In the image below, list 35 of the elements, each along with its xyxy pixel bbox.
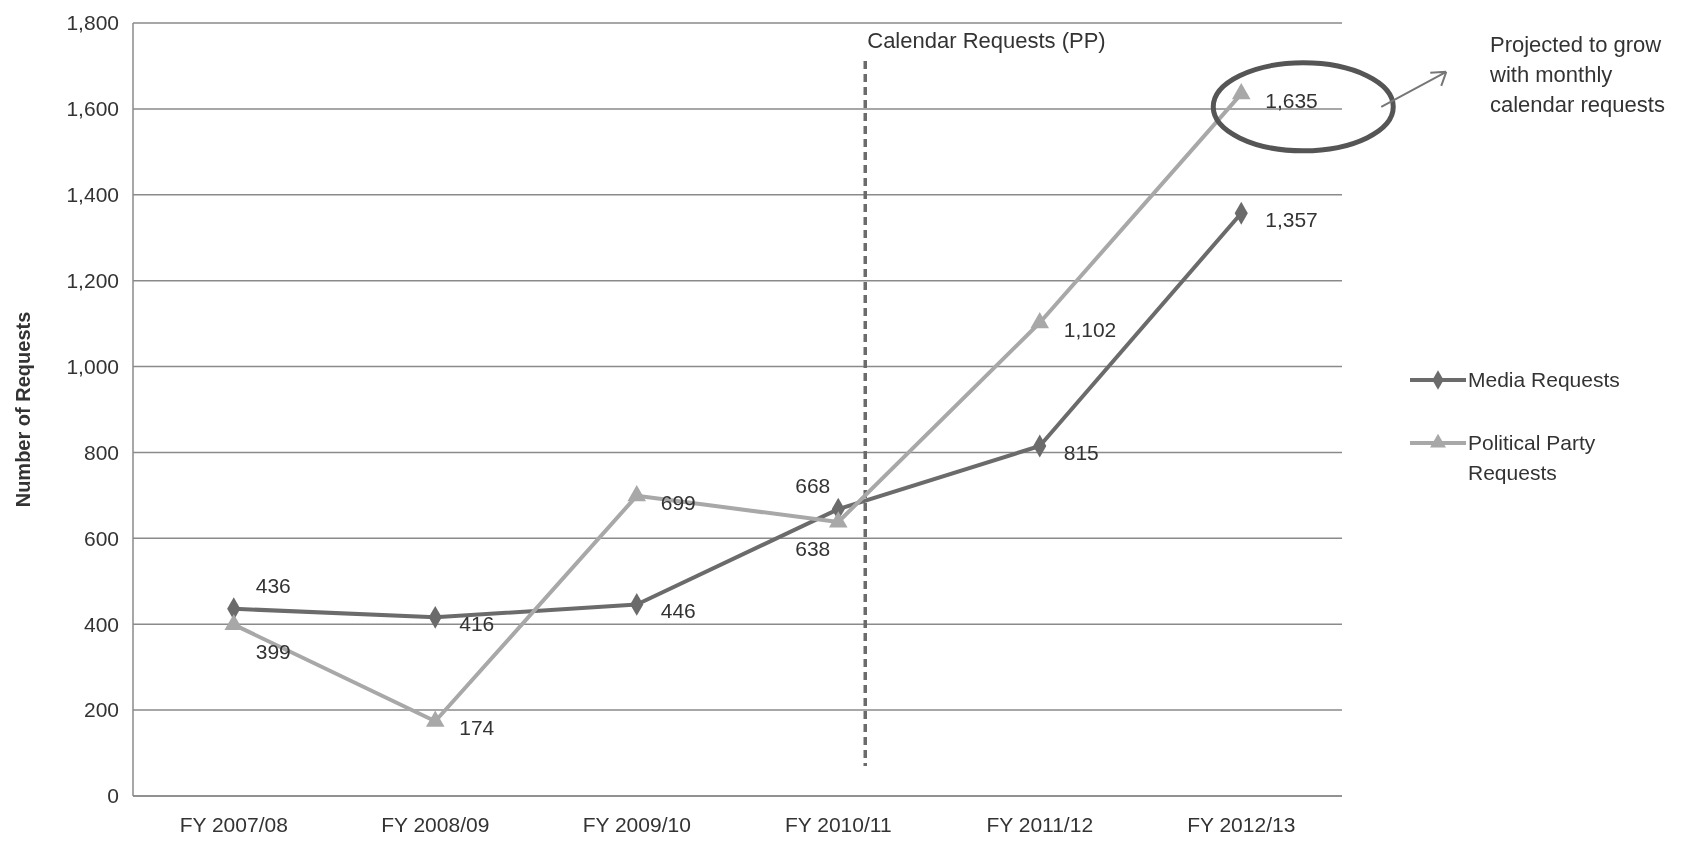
- data-label: 399: [255, 639, 291, 663]
- data-label: 436: [255, 573, 291, 597]
- y-tick-label: 800: [83, 440, 119, 464]
- data-label: 638: [795, 537, 831, 561]
- point: [627, 485, 647, 502]
- data-label: 174: [459, 716, 495, 740]
- legend-label: Media Requests: [1468, 368, 1620, 392]
- data-label: 699: [660, 490, 696, 514]
- x-tick-label: FY 2008/09: [381, 813, 490, 836]
- data-label: 1,635: [1265, 88, 1318, 112]
- legend-label: Political Party Requests: [1468, 431, 1596, 485]
- x-tick-label: FY 2012/13: [1187, 813, 1296, 836]
- y-tick-label: 400: [83, 612, 119, 636]
- x-tick-label: FY 2007/08: [179, 813, 288, 836]
- y-tick-label: 1,000: [66, 354, 119, 378]
- point: [1030, 312, 1050, 329]
- x-tick-label: FY 2010/11: [784, 813, 892, 836]
- x-tick-label: FY 2009/10: [582, 813, 691, 836]
- data-label: 668: [795, 474, 831, 498]
- ref-line-label: Calendar Requests (PP): [867, 28, 1106, 53]
- y-tick-label: 1,400: [66, 183, 119, 207]
- text: Projected to grow with monthly calendar requests: [1489, 32, 1665, 117]
- x-tick-label: FY 2011/12: [986, 813, 1094, 836]
- y-tick-label: 0: [107, 784, 119, 808]
- y-tick-label: 1,600: [66, 97, 119, 121]
- point: [828, 511, 848, 528]
- y-tick-label: 600: [83, 526, 119, 550]
- data-label: 446: [660, 599, 696, 623]
- y-tick-label: 1,800: [66, 11, 119, 35]
- y-axis-title: Number of Requests: [12, 311, 34, 508]
- y-tick-label: 200: [83, 698, 119, 722]
- point: [1231, 83, 1251, 100]
- data-label: 1,102: [1063, 317, 1117, 341]
- y-tick-label: 1,200: [66, 269, 119, 293]
- data-label: 1,357: [1265, 208, 1318, 232]
